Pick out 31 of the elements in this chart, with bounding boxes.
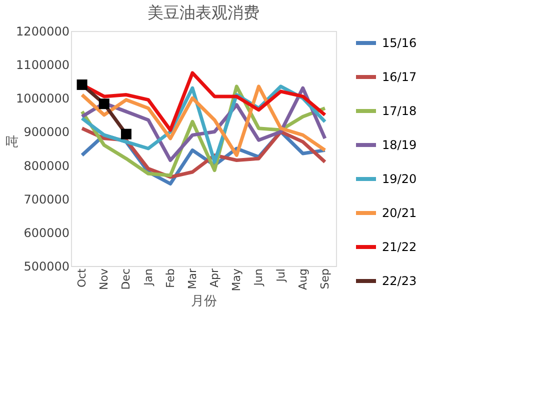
x-tick-label: Feb (164, 268, 177, 288)
legend-label: 20/21 (382, 206, 417, 220)
y-tick-label: 800000 (24, 158, 70, 173)
legend-label: 16/17 (382, 70, 417, 84)
y-tick-label: 1100000 (16, 58, 70, 72)
x-tick-label: Mar (186, 268, 199, 290)
x-tick-label: Jul (274, 268, 288, 283)
x-tick-label: Jun (252, 268, 266, 287)
x-tick-label: Nov (98, 268, 111, 290)
x-tick-label: May (230, 268, 244, 292)
legend-label: 19/20 (382, 172, 417, 186)
y-tick-label: 1200000 (16, 24, 70, 38)
legend-label: 18/19 (382, 138, 417, 152)
y-tick-label: 500000 (24, 260, 70, 274)
chart-title: 美豆油表观消费 (148, 3, 260, 22)
legend-label: 15/16 (382, 36, 417, 50)
legend-label: 22/23 (382, 274, 417, 288)
x-tick-label: Dec (120, 268, 133, 290)
x-tick-label: Aug (296, 268, 310, 290)
x-tick-label: Apr (208, 268, 222, 288)
y-tick-label: 1000000 (16, 92, 70, 106)
legend-label: 21/22 (382, 240, 417, 254)
y-tick-label: 600000 (24, 226, 70, 240)
x-tick-label: Jan (142, 268, 155, 286)
legend-label: 17/18 (382, 104, 417, 118)
y-axis-title: 吨 (6, 135, 19, 150)
x-tick-label: Oct (76, 268, 89, 288)
y-tick-label: 900000 (24, 125, 70, 140)
x-axis-title: 月份 (191, 294, 217, 310)
x-tick-label: Sep (318, 268, 332, 290)
y-tick-label: 700000 (24, 192, 70, 206)
